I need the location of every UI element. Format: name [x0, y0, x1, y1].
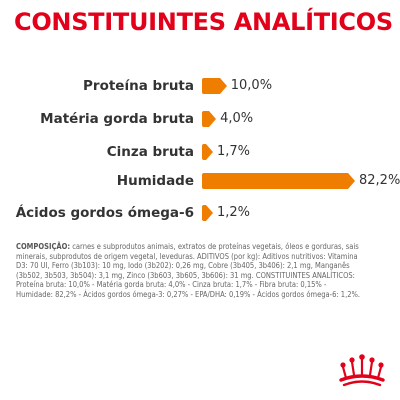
constituent-bar-tip: [206, 144, 213, 160]
constituent-bar-tip: [209, 111, 217, 127]
page-title: CONSTITUINTES ANALÍTICOS: [14, 8, 393, 36]
constituent-label: Proteína bruta: [83, 78, 194, 94]
constituent-bar-tip: [219, 78, 227, 94]
constituent-bar-tip: [348, 173, 355, 189]
constituent-bar: [202, 205, 206, 221]
constituent-row: Humidade 82,2%: [0, 168, 400, 194]
constituent-row: Proteína bruta 10,0%: [0, 73, 400, 99]
constituent-label: Cinza bruta: [106, 144, 194, 160]
constituent-row: Cinza bruta 1,7%: [0, 139, 400, 165]
constituent-value: 4,0%: [220, 111, 254, 126]
royal-canin-crown-icon: [339, 354, 385, 387]
constituent-row: Ácidos gordos ómega-6 1,2%: [0, 200, 400, 226]
constituent-value: 1,2%: [217, 205, 251, 220]
composition-body: carnes e subprodutos animais, extratos d…: [16, 242, 361, 299]
constituent-row: Matéria gorda bruta 4,0%: [0, 106, 400, 132]
constituent-bar: [202, 173, 348, 189]
constituent-value: 10,0%: [230, 78, 273, 93]
constituent-bar-tip: [206, 205, 213, 221]
constituent-value: 82,2%: [359, 173, 400, 188]
constituent-bar: [202, 78, 220, 94]
composition-lead: COMPOSIÇÃO:: [16, 242, 71, 251]
analytical-constituents-chart: Proteína bruta 10,0% Matéria gorda bruta 4,…: [0, 73, 400, 226]
constituent-bar: [202, 111, 210, 127]
constituent-value: 1,7%: [217, 144, 251, 159]
constituent-label: Ácidos gordos ómega-6: [15, 205, 194, 221]
constituent-bar: [202, 144, 206, 160]
composition-text: COMPOSIÇÃO: carnes e subprodutos animais…: [16, 242, 362, 300]
constituent-label: Matéria gorda bruta: [40, 111, 194, 127]
constituent-label: Humidade: [116, 173, 194, 189]
